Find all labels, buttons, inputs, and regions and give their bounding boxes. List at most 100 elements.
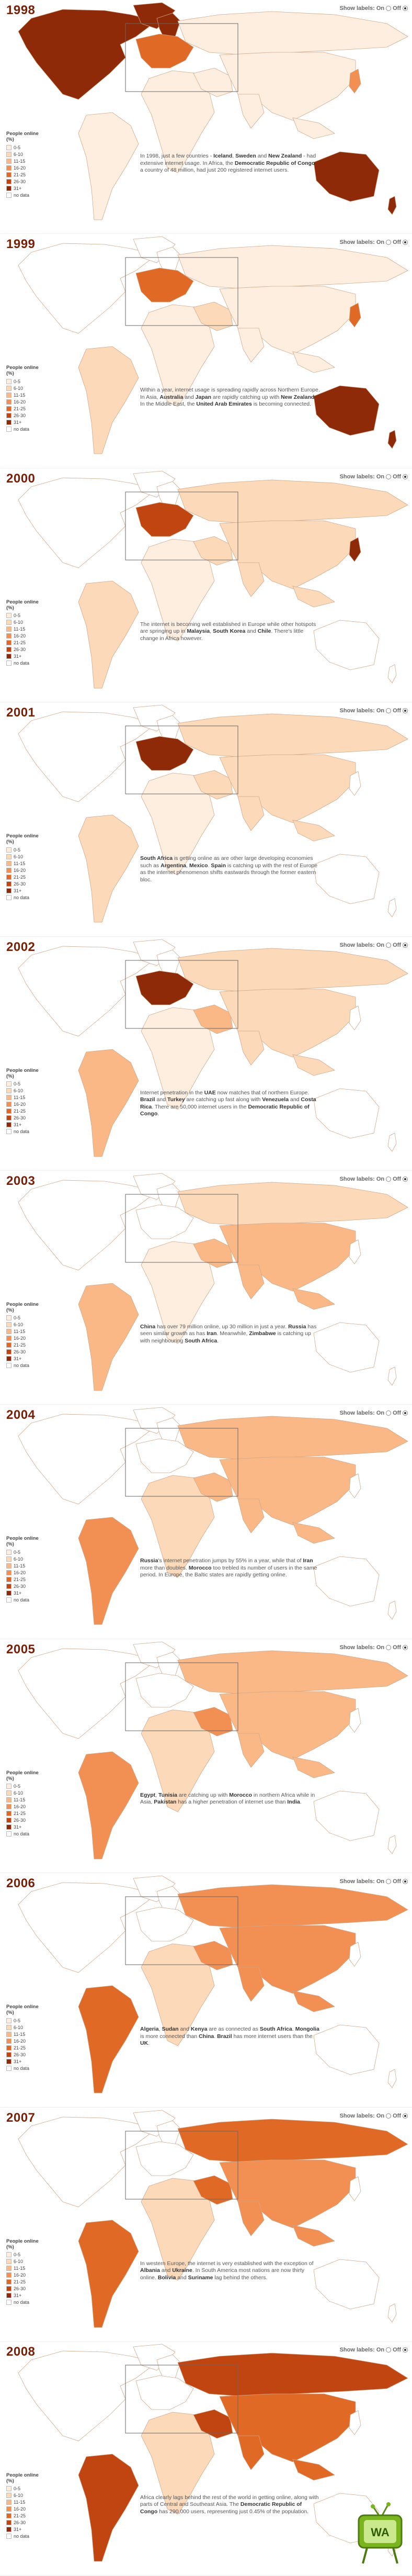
year-title: 2004 <box>6 1408 36 1423</box>
region-jp <box>349 1708 361 1733</box>
labels-on-radio[interactable] <box>386 6 392 11</box>
legend-title: People online (%) <box>6 2004 39 2016</box>
caption-highlight: Ukraine <box>172 2267 192 2274</box>
legend-item: 0-5 <box>6 846 44 853</box>
labels-off-radio[interactable] <box>403 942 408 948</box>
on-label: On <box>376 239 385 246</box>
legend-item: no data <box>6 2065 44 2071</box>
year-panel: 2002 Show labels: On Off People online (%) 0-… <box>0 936 412 1171</box>
labels-on-radio[interactable] <box>386 1176 392 1182</box>
labels-off-radio[interactable] <box>403 1879 408 1885</box>
region-sea <box>292 1054 335 1076</box>
labels-on-radio[interactable] <box>386 1644 392 1650</box>
legend-swatch <box>6 1804 12 1810</box>
labels-off-radio[interactable] <box>403 474 408 479</box>
legend-label: 21-25 <box>14 406 26 411</box>
legend-item: 6-10 <box>6 619 44 626</box>
labels-off-radio[interactable] <box>403 1410 408 1416</box>
off-label: Off <box>393 1878 401 1885</box>
legend-swatch <box>6 660 12 666</box>
labels-on-radio[interactable] <box>386 942 392 948</box>
legend-item: 26-30 <box>6 2051 44 2058</box>
legend-label: 21-25 <box>14 2045 26 2051</box>
legend-label: no data <box>14 426 30 432</box>
caption-highlight: Chile <box>257 628 271 635</box>
legend-swatch <box>6 1583 12 1589</box>
legend-label: 0-5 <box>14 613 21 619</box>
europe-zoom-frame <box>125 23 238 92</box>
legend-label: 0-5 <box>14 2486 21 2492</box>
legend-item: 16-20 <box>6 1335 44 1342</box>
caption-text: In 1998, just a few countries - <box>140 153 214 159</box>
labels-off-radio[interactable] <box>403 2347 408 2353</box>
off-label: Off <box>393 1644 401 1651</box>
legend-swatch <box>6 1831 12 1837</box>
labels-on-radio[interactable] <box>386 1410 392 1416</box>
year-panel: 2007 Show labels: On Off People online (%) 0-… <box>0 2107 412 2342</box>
world-map <box>0 0 412 234</box>
legend-item: 0-5 <box>6 2252 44 2258</box>
legend-label: no data <box>14 1363 30 1369</box>
region-au <box>313 1088 380 1138</box>
legend-label: 0-5 <box>14 1784 21 1789</box>
show-labels-label: Show labels: <box>339 708 375 714</box>
on-label: On <box>376 473 385 480</box>
show-labels-toggle: Show labels: On Off <box>340 474 408 480</box>
caption-text: are rapidly catching up with <box>211 394 281 400</box>
labels-on-radio[interactable] <box>386 240 392 245</box>
year-panel: 2008 Show labels: On Off People online (%) 0-… <box>0 2341 412 2576</box>
labels-on-radio[interactable] <box>386 708 392 714</box>
legend-item: 31+ <box>6 2058 44 2065</box>
year-panel: 2004 Show labels: On Off People online (%) 0-… <box>0 1405 412 1639</box>
legend-title: People online (%) <box>6 2472 39 2484</box>
caption-text: are catching up fast along with <box>185 1096 262 1103</box>
labels-on-radio[interactable] <box>386 2113 392 2119</box>
legend-label: 26-30 <box>14 1115 26 1121</box>
caption-text: too trebled its number of users in the s… <box>140 1564 317 1578</box>
region-india <box>237 2435 265 2470</box>
region-ru <box>177 1650 408 1695</box>
labels-off-radio[interactable] <box>403 240 408 245</box>
region-sa <box>78 814 139 923</box>
caption-text: . In the Middle East, the <box>140 394 316 408</box>
legend-label: 6-10 <box>14 854 24 859</box>
region-india <box>237 562 265 597</box>
europe-zoom-frame <box>125 960 238 1029</box>
legend-item: 11-15 <box>6 1562 44 1569</box>
legend-swatch <box>6 151 12 157</box>
legend-label: 21-25 <box>14 1108 26 1114</box>
show-labels-label: Show labels: <box>339 1644 375 1651</box>
legend-swatch <box>6 2031 12 2037</box>
labels-off-radio[interactable] <box>403 6 408 11</box>
labels-on-radio[interactable] <box>386 474 392 479</box>
caption-text: Internet penetration in the <box>140 1089 204 1096</box>
legend-swatch <box>6 888 12 893</box>
labels-on-radio[interactable] <box>386 1879 392 1885</box>
year-caption: Internet penetration in the UAE now matc… <box>140 1090 321 1118</box>
region-jp <box>349 1473 361 1499</box>
region-nz <box>387 1132 397 1152</box>
caption-text: are catching up with <box>177 1791 230 1798</box>
caption-highlight: Brazil <box>217 2033 232 2040</box>
legend-label: 16-20 <box>14 633 26 639</box>
year-caption: China has over 79 million online, up 30 … <box>140 1324 321 1345</box>
legend-swatch <box>6 2493 12 2499</box>
legend-title: People online (%) <box>6 131 39 142</box>
legend-label: 16-20 <box>14 2272 26 2278</box>
europe-zoom-frame <box>125 257 238 326</box>
region-na <box>18 243 157 334</box>
caption-highlight: China <box>140 1323 156 1330</box>
labels-off-radio[interactable] <box>403 2113 408 2119</box>
legend-label: 11-15 <box>14 1563 26 1569</box>
labels-on-radio[interactable] <box>386 2347 392 2353</box>
region-na <box>18 946 157 1037</box>
caption-highlight: South Africa <box>185 1337 218 1344</box>
labels-off-radio[interactable] <box>403 1176 408 1182</box>
legend-item: no data <box>6 425 44 432</box>
labels-off-radio[interactable] <box>403 1644 408 1650</box>
caption-text: has over 79 million online, up 30 millio… <box>155 1323 289 1330</box>
labels-off-radio[interactable] <box>403 708 408 714</box>
legend-swatch <box>6 2506 12 2512</box>
on-label: On <box>376 2112 385 2119</box>
region-eu <box>135 1204 194 1239</box>
